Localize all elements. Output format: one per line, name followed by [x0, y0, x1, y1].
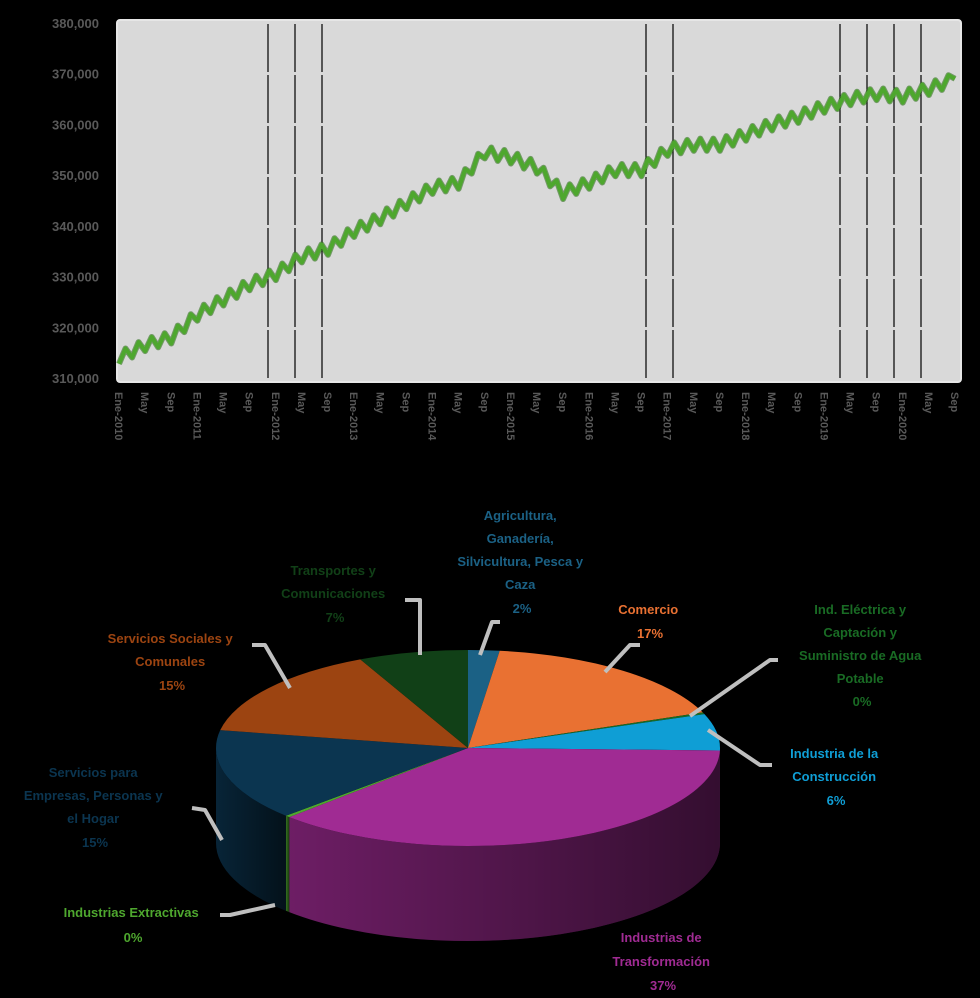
pie-slice	[220, 659, 468, 748]
x-tick-label: Sep	[791, 392, 803, 412]
x-tick-label: Ene-2010	[112, 392, 124, 440]
x-tick-label: Sep	[870, 392, 882, 412]
x-tick-label: Ene-2011	[190, 392, 202, 440]
x-tick-label: May	[452, 392, 464, 414]
label-extractivas: Industrias Extractivas 0%	[64, 905, 203, 945]
x-tick-label: May	[373, 392, 385, 414]
label-servicios-sociales: Servicios Sociales y Comunales 15%	[108, 631, 237, 693]
pie-slice	[468, 712, 705, 748]
x-tick-label: Ene-2020	[896, 392, 908, 440]
line-series	[117, 73, 956, 365]
label-comercio: Comercio 17%	[618, 602, 682, 641]
pie-slice	[360, 650, 468, 748]
label-ind-electrica: Ind. Eléctrica y Captación y Suministro …	[799, 602, 925, 709]
pie-slice	[468, 650, 500, 748]
y-tick-label: 350,000	[52, 168, 99, 183]
y-tick-label: 340,000	[52, 219, 99, 234]
x-tick-label: Ene-2017	[661, 392, 673, 440]
x-tick-label: Sep	[478, 392, 490, 412]
pie-slice	[468, 650, 703, 748]
x-tick-label: May	[687, 392, 699, 414]
x-tick-label: Sep	[713, 392, 725, 412]
x-tick-label: May	[295, 392, 307, 414]
x-axis: Ene-2010 May Sep Ene-2011 May Sep Ene-2012 May S…	[112, 392, 960, 441]
x-tick-label: May	[844, 392, 856, 414]
x-tick-label: Sep	[321, 392, 333, 412]
line-chart: 380,000 370,000 360,000 350,000 340,000 330,0…	[52, 16, 962, 441]
y-tick-label: 370,000	[52, 67, 99, 82]
x-tick-label: Sep	[948, 392, 960, 412]
plot-area	[116, 19, 962, 383]
x-tick-label: Ene-2012	[269, 392, 281, 440]
y-tick-label: 310,000	[52, 371, 99, 386]
pie-slice	[215, 730, 468, 816]
x-tick-label: May	[217, 392, 229, 414]
x-tick-label: May	[138, 392, 150, 414]
x-tick-label: May	[608, 392, 620, 414]
x-tick-label: Sep	[243, 392, 255, 412]
pie-chart: Agricultura, Ganadería, Silvicultura, Pe…	[24, 508, 925, 993]
x-tick-label: Ene-2019	[817, 392, 829, 440]
label-agricultura: Agricultura, Ganadería, Silvicultura, Pe…	[457, 508, 586, 616]
x-tick-label: May	[922, 392, 934, 414]
x-tick-label: Sep	[635, 392, 647, 412]
x-tick-label: Ene-2013	[347, 392, 359, 440]
pie-slice	[285, 748, 468, 818]
y-tick-label: 360,000	[52, 117, 99, 132]
leader-lines	[191, 598, 778, 917]
pie-slice	[468, 714, 720, 751]
x-tick-label: Ene-2015	[504, 392, 516, 440]
x-tick-label: May	[530, 392, 542, 414]
y-tick-label: 320,000	[52, 320, 99, 335]
x-tick-label: Ene-2016	[582, 392, 594, 440]
x-tick-label: Sep	[399, 392, 411, 412]
y-axis: 380,000 370,000 360,000 350,000 340,000 330,0…	[52, 16, 99, 386]
pie-top-slices	[215, 650, 720, 846]
label-transportes: Transportes y Comunicaciones 7%	[281, 563, 389, 625]
x-tick-label: Sep	[164, 392, 176, 412]
x-tick-label: Sep	[556, 392, 568, 412]
y-tick-label: 380,000	[52, 16, 99, 31]
x-tick-label: May	[765, 392, 777, 414]
label-servicios-empresas: Servicios para Empresas, Personas y el H…	[24, 765, 166, 850]
pie-slice	[289, 748, 720, 846]
x-tick-label: Ene-2014	[426, 392, 438, 441]
pie-side-walls	[216, 748, 720, 941]
x-tick-label: Ene-2018	[739, 392, 751, 440]
vertical-markers	[267, 24, 922, 380]
y-tick-label: 330,000	[52, 270, 99, 285]
label-transformacion: Industrias de Transformación 37%	[612, 930, 713, 993]
label-construccion: Industria de la Construcción 6%	[790, 746, 882, 808]
